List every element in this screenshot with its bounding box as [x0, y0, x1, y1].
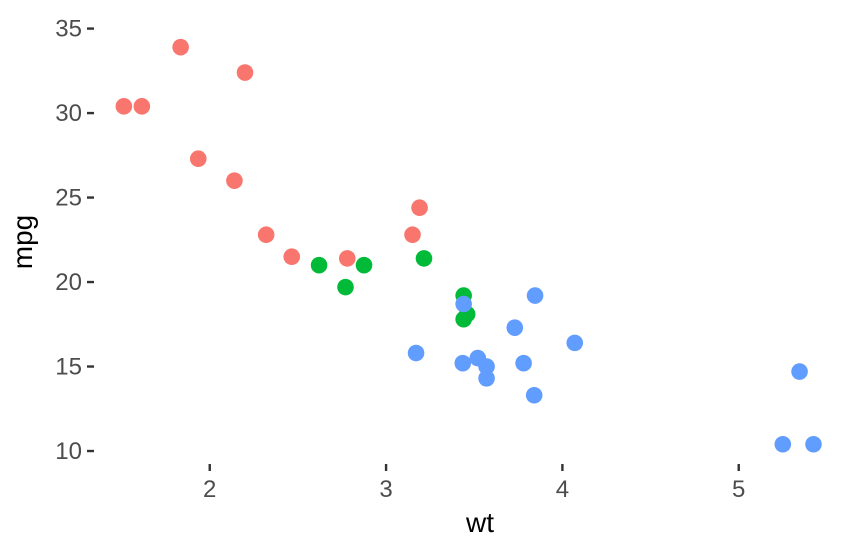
data-point-series-1: [236, 64, 254, 81]
data-point-series-1: [257, 226, 275, 244]
y-tick-label: 10: [55, 438, 82, 465]
data-point-series-3: [478, 358, 495, 375]
data-point-series-3: [506, 319, 524, 336]
x-tick-label: 2: [203, 476, 216, 503]
y-tick-label: 35: [55, 16, 82, 43]
data-point-series-1: [283, 248, 301, 265]
data-point-series-3: [515, 354, 532, 372]
data-point-series-3: [805, 435, 822, 453]
x-tick-label: 4: [556, 476, 569, 503]
y-tick-label: 30: [55, 100, 82, 127]
data-point-series-1: [404, 226, 421, 244]
data-point-series-2: [415, 250, 433, 267]
y-axis: 10 15 20 25 30 35: [55, 16, 94, 465]
data-points: [115, 38, 822, 453]
data-point-series-3: [407, 344, 425, 362]
data-point-series-3: [455, 295, 472, 313]
x-axis: 2 3 4 5: [203, 464, 745, 503]
y-axis-title: mpg: [7, 215, 38, 269]
data-point-series-3: [454, 354, 472, 372]
data-point-series-3: [478, 370, 495, 387]
data-point-series-1: [133, 98, 151, 115]
data-point-series-1: [189, 150, 207, 167]
data-point-series-3: [526, 287, 544, 304]
x-tick-label: 5: [732, 476, 745, 503]
x-tick-label: 3: [379, 476, 392, 503]
data-point-series-2: [455, 310, 472, 328]
data-point-series-1: [338, 250, 356, 267]
y-tick-label: 25: [55, 185, 82, 212]
data-point-series-3: [774, 435, 792, 453]
data-point-series-3: [566, 334, 584, 352]
y-tick-label: 20: [55, 269, 82, 296]
data-point-series-1: [411, 199, 428, 216]
x-axis-title: wt: [465, 507, 494, 538]
data-point-series-3: [525, 386, 543, 404]
y-tick-label: 15: [55, 354, 82, 381]
data-point-series-3: [791, 363, 808, 380]
data-point-series-2: [310, 256, 328, 274]
data-point-series-2: [355, 256, 373, 274]
data-point-series-1: [226, 172, 243, 189]
data-point-series-1: [172, 38, 189, 56]
data-point-series-1: [115, 98, 133, 115]
data-point-series-2: [337, 278, 354, 296]
